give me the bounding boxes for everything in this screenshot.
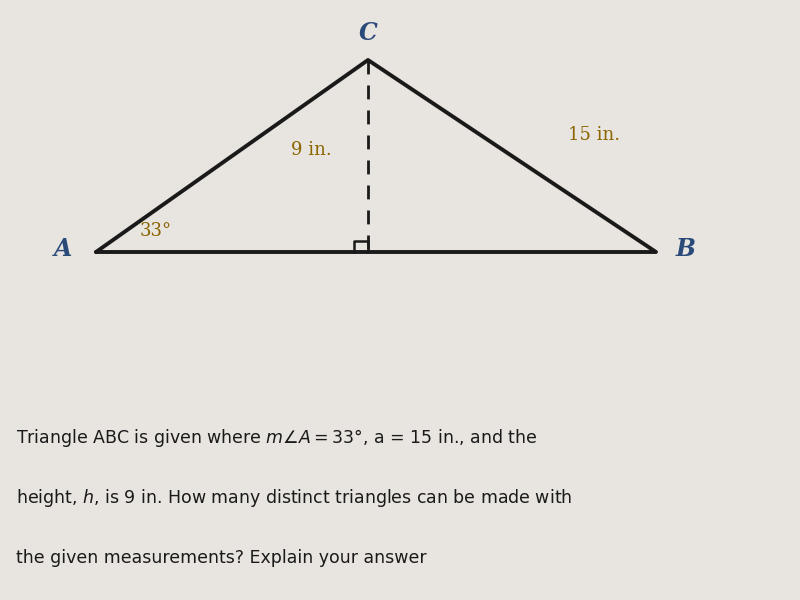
Text: 15 in.: 15 in. — [568, 126, 620, 144]
Text: the given measurements? Explain your answer: the given measurements? Explain your ans… — [16, 549, 426, 567]
Text: Triangle ABC is given where $m\angle A = 33$°, a = 15 in., and the: Triangle ABC is given where $m\angle A =… — [16, 427, 538, 449]
Text: 33°: 33° — [140, 222, 172, 240]
Text: C: C — [358, 21, 378, 45]
Text: A: A — [54, 237, 72, 261]
Text: height, $h$, is 9 in. How many distinct triangles can be made with: height, $h$, is 9 in. How many distinct … — [16, 487, 572, 509]
Text: B: B — [676, 237, 696, 261]
Text: 9 in.: 9 in. — [291, 141, 332, 159]
